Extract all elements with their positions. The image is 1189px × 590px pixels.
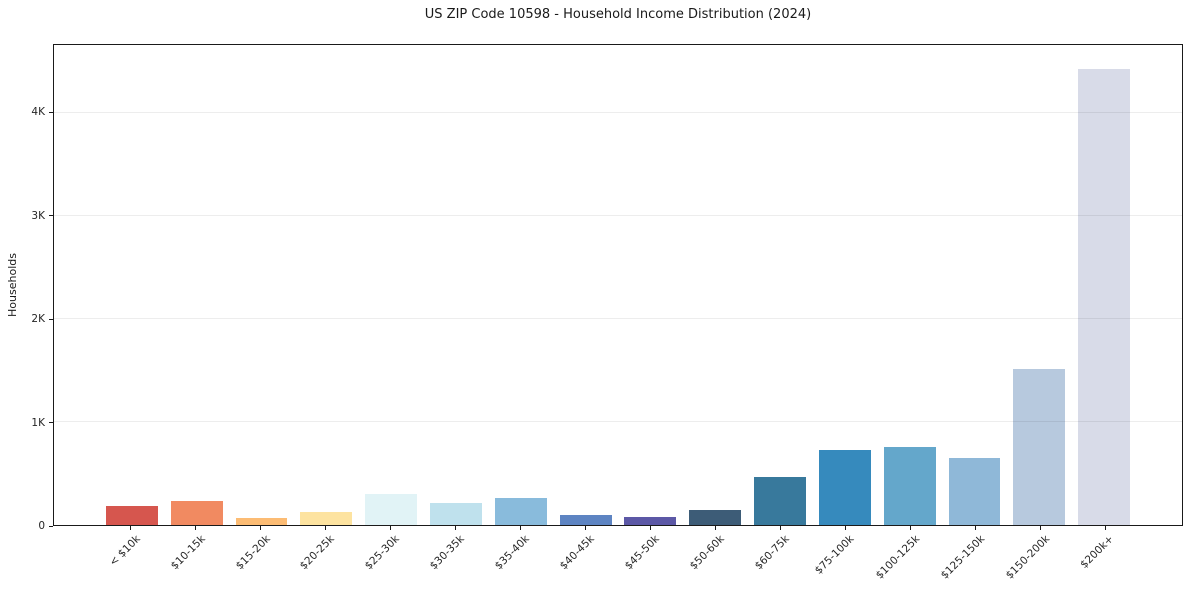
- x-tick-label: $50-60k: [687, 533, 727, 573]
- bar: [1013, 369, 1066, 525]
- chart-title: US ZIP Code 10598 - Household Income Dis…: [424, 7, 812, 22]
- bar: [689, 509, 742, 525]
- x-tick-mark: [779, 526, 781, 530]
- x-tick-mark: [260, 526, 262, 530]
- plot-area: [53, 44, 1183, 526]
- x-tick-mark: [649, 526, 651, 530]
- bar: [235, 517, 288, 525]
- x-tick-label: $40-45k: [557, 533, 598, 573]
- bar: [883, 446, 936, 525]
- y-axis-label: Households: [6, 253, 19, 317]
- x-tick-label: $150-200k: [1003, 533, 1052, 582]
- x-tick-label: $30-35k: [428, 533, 468, 573]
- bar: [624, 517, 677, 525]
- x-tick-label: $60-75k: [752, 533, 792, 573]
- bar: [430, 502, 482, 525]
- x-tick-label: $75-100k: [812, 533, 857, 577]
- x-tick-label: $100-125k: [873, 533, 922, 582]
- bar: [170, 501, 223, 525]
- x-tick-mark: [714, 526, 716, 530]
- x-tick-label: $200k+: [1078, 533, 1117, 571]
- x-tick-label: $25-30k: [363, 533, 403, 573]
- bar: [1078, 68, 1131, 525]
- y-tick-label: 1K: [31, 416, 45, 429]
- bars-container: [54, 45, 1182, 525]
- x-tick-mark: [1039, 526, 1041, 530]
- x-tick-mark: [1104, 526, 1106, 530]
- bar: [754, 476, 806, 525]
- x-tick-mark: [974, 526, 976, 530]
- y-tick-label: 3K: [31, 209, 45, 222]
- x-tick-label: < $10k: [106, 533, 143, 569]
- bar: [300, 511, 353, 525]
- bar: [105, 506, 158, 525]
- x-tick-mark: [585, 526, 587, 530]
- x-tick-mark: [195, 526, 197, 530]
- x-tick-mark: [130, 526, 132, 530]
- x-tick-label: $20-25k: [298, 533, 338, 573]
- x-tick-label: $125-150k: [938, 533, 987, 582]
- bar: [559, 514, 612, 525]
- bar: [948, 458, 1001, 525]
- x-tick-label: $35-40k: [492, 533, 533, 573]
- x-tick-mark: [844, 526, 846, 530]
- bar: [818, 449, 871, 525]
- x-tick-label: $10-15k: [168, 533, 208, 573]
- x-tick-label: $45-50k: [622, 533, 662, 573]
- x-tick-mark: [455, 526, 457, 530]
- x-tick-label: $15-20k: [233, 533, 273, 573]
- bar: [365, 494, 418, 525]
- x-tick-mark: [325, 526, 327, 530]
- y-tick-label: 4K: [31, 106, 45, 119]
- y-tick-label: 0: [38, 520, 45, 532]
- x-tick-mark: [390, 526, 392, 530]
- x-tick-mark: [520, 526, 522, 530]
- x-tick-mark: [909, 526, 911, 530]
- bar: [494, 498, 547, 525]
